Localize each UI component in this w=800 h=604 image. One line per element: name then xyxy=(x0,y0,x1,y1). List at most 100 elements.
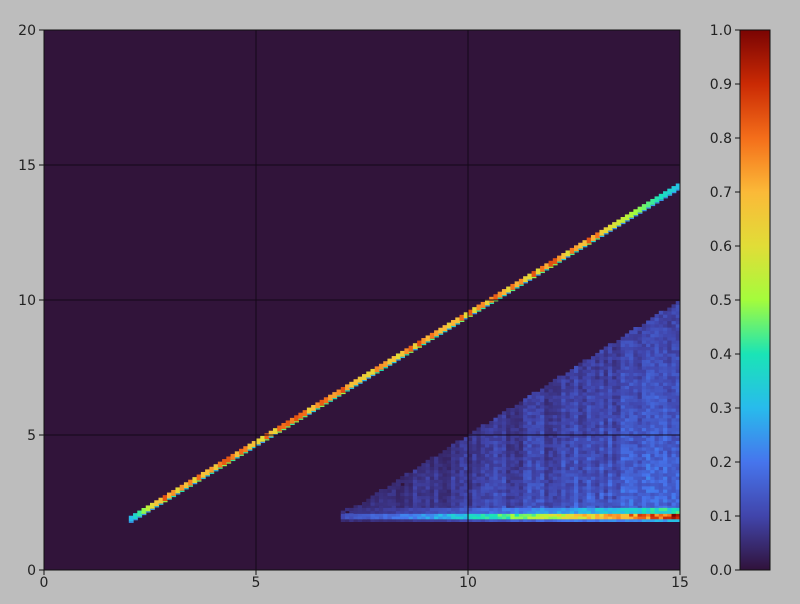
wedge-cell xyxy=(557,382,562,386)
wedge-cell xyxy=(582,472,588,477)
wedge-cell xyxy=(417,495,422,500)
wedge-cell xyxy=(489,501,495,506)
band-cell xyxy=(607,516,613,520)
wedge-cell xyxy=(535,401,541,406)
wedge-cell xyxy=(540,420,545,425)
wedge-cell xyxy=(506,440,511,445)
wedge-cell xyxy=(654,336,660,341)
wedge-cell xyxy=(544,414,550,419)
wedge-cell xyxy=(523,479,528,484)
wedge-cell xyxy=(675,375,680,380)
wedge-cell xyxy=(620,456,626,461)
wedge-cell xyxy=(680,495,685,499)
wedge-cell xyxy=(565,388,571,393)
wedge-cell xyxy=(667,346,673,351)
wedge-cell xyxy=(582,433,588,438)
band-cell xyxy=(366,507,372,512)
wedge-cell xyxy=(569,408,575,412)
wedge-cell xyxy=(523,408,528,412)
wedge-cell xyxy=(646,501,651,506)
wedge-cell xyxy=(650,443,656,448)
wedge-cell xyxy=(468,437,473,441)
band-cell xyxy=(480,510,486,514)
wedge-cell xyxy=(607,443,613,448)
wedge-cell xyxy=(667,339,673,344)
wedge-cell xyxy=(680,463,685,467)
wedge-cell xyxy=(552,378,558,383)
wedge-cell xyxy=(612,411,617,416)
diagonal-cell-edge xyxy=(680,187,685,188)
wedge-cell xyxy=(540,424,545,429)
wedge-cell xyxy=(518,404,524,409)
wedge-cell xyxy=(518,463,524,467)
wedge-cell xyxy=(531,495,537,500)
wedge-cell xyxy=(650,323,656,328)
wedge-cell xyxy=(484,498,490,503)
wedge-cell xyxy=(442,489,448,493)
wedge-cell xyxy=(624,472,630,477)
band-cell xyxy=(654,513,660,517)
band-cell xyxy=(412,507,418,512)
wedge-cell xyxy=(658,372,664,377)
wedge-cell xyxy=(599,469,605,474)
wedge-cell xyxy=(650,459,656,464)
colorbar-tick-label: 0.3 xyxy=(710,401,732,417)
diagonal-cell xyxy=(171,489,177,496)
wedge-cell xyxy=(675,333,680,338)
wedge-cell xyxy=(599,437,605,441)
wedge-cell xyxy=(480,469,486,474)
diagonal-cell-edge xyxy=(188,485,193,487)
wedge-cell xyxy=(650,498,656,503)
band-cell xyxy=(531,507,537,512)
wedge-cell xyxy=(675,346,680,351)
wedge-cell xyxy=(603,466,609,471)
wedge-cell xyxy=(646,404,651,409)
wedge-cell xyxy=(378,495,384,500)
band-cell xyxy=(603,513,609,517)
diagonal-cell-edge xyxy=(374,372,380,374)
wedge-cell xyxy=(425,476,431,480)
wedge-cell xyxy=(582,501,588,506)
wedge-cell xyxy=(599,489,605,493)
wedge-cell xyxy=(557,375,562,380)
wedge-cell xyxy=(497,446,503,451)
wedge-cell xyxy=(476,489,482,493)
band-cell xyxy=(590,510,596,514)
y-tick-label: 15 xyxy=(18,158,36,174)
wedge-cell xyxy=(578,369,584,373)
wedge-cell xyxy=(650,343,656,348)
wedge-cell xyxy=(561,443,567,448)
wedge-cell xyxy=(408,501,414,506)
band-cell xyxy=(468,516,473,520)
wedge-cell xyxy=(667,382,673,386)
wedge-cell xyxy=(603,378,609,383)
wedge-cell xyxy=(548,420,554,425)
wedge-cell xyxy=(497,479,503,484)
wedge-cell xyxy=(586,469,592,474)
wedge-cell xyxy=(569,489,575,493)
wedge-cell xyxy=(391,498,397,503)
wedge-cell xyxy=(569,388,575,393)
wedge-cell xyxy=(497,459,503,464)
band-cell xyxy=(429,516,435,520)
diagonal-cell-edge xyxy=(408,351,414,353)
wedge-cell xyxy=(569,505,575,510)
wedge-cell xyxy=(663,314,668,318)
wedge-cell xyxy=(472,489,478,493)
wedge-cell xyxy=(671,443,677,448)
band-cell xyxy=(590,518,596,522)
wedge-cell xyxy=(531,492,537,497)
wedge-cell xyxy=(446,456,452,461)
wedge-cell xyxy=(650,492,656,497)
wedge-cell xyxy=(531,505,537,510)
wedge-cell xyxy=(629,411,634,416)
diagonal-cell-edge xyxy=(497,297,503,299)
wedge-cell xyxy=(480,440,486,445)
wedge-cell xyxy=(616,453,622,458)
diagonal-cell-edge xyxy=(294,421,299,423)
wedge-cell xyxy=(650,437,656,441)
wedge-cell xyxy=(374,495,380,500)
wedge-cell xyxy=(616,356,622,360)
wedge-cell xyxy=(501,430,507,435)
wedge-cell xyxy=(658,404,664,409)
